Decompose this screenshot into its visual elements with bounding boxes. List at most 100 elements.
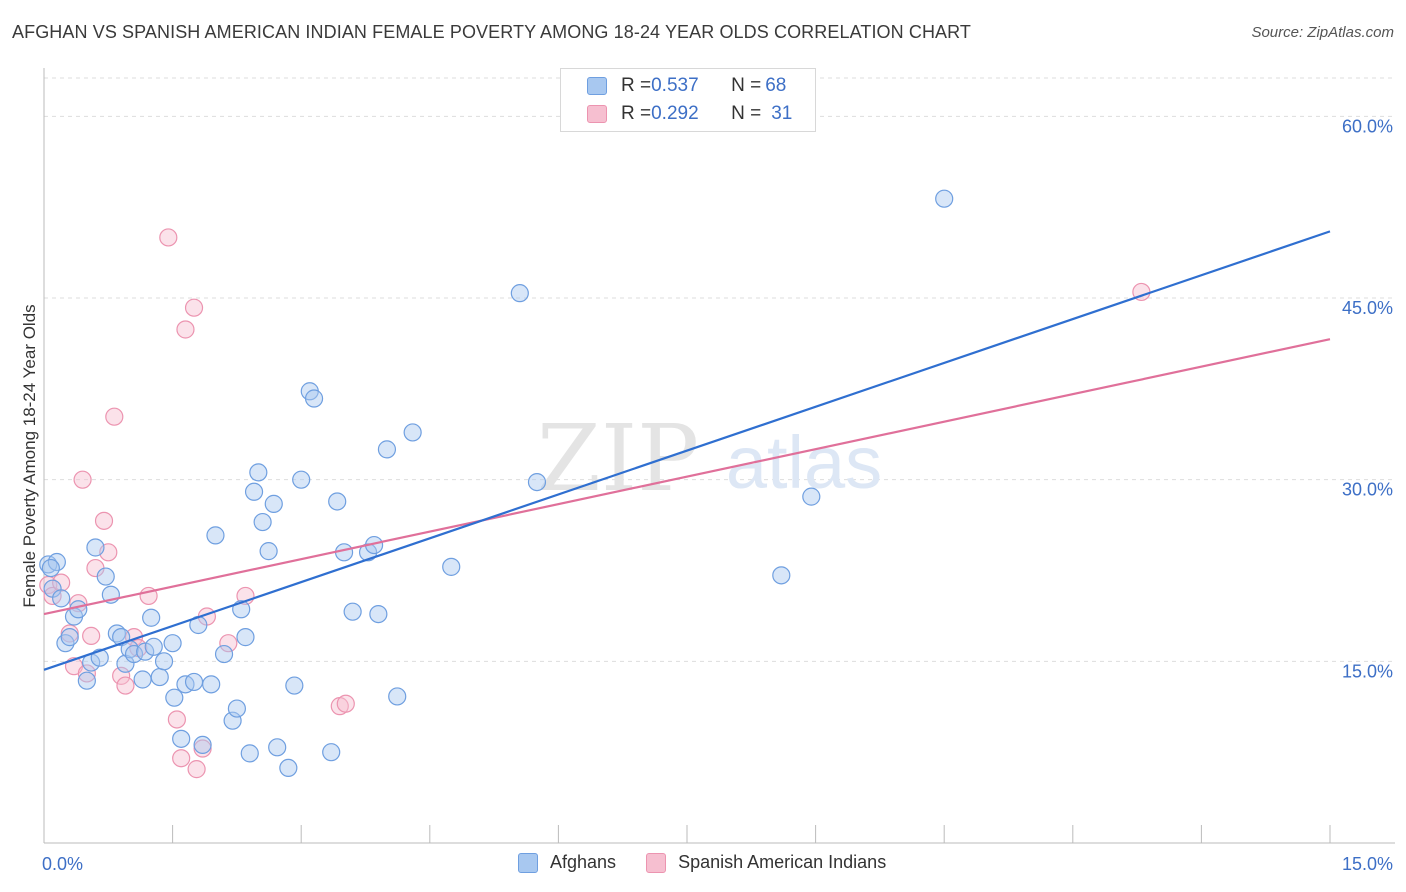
- data-point: [369, 604, 388, 624]
- data-point: [82, 626, 101, 646]
- data-point: [193, 735, 212, 755]
- data-point: [264, 494, 283, 513]
- data-point: [240, 744, 259, 763]
- legend-r-value: 0.292: [651, 103, 699, 124]
- data-point: [244, 482, 264, 501]
- data-point: [527, 472, 547, 492]
- y-axis-label: Female Poverty Among 18-24 Year Olds: [20, 304, 39, 607]
- data-point: [90, 648, 109, 667]
- y-tick-label: 45.0%: [1342, 298, 1393, 318]
- data-point: [77, 664, 96, 683]
- data-point: [304, 389, 324, 408]
- watermark: ZIP atlas: [537, 405, 882, 512]
- watermark-zip: ZIP: [537, 405, 699, 512]
- afghan-trend-line: [43, 230, 1331, 671]
- data-point: [772, 566, 791, 585]
- sai-swatch: [587, 105, 607, 123]
- data-point: [150, 667, 169, 687]
- y-tick-label: 30.0%: [1342, 480, 1393, 500]
- y-tick-label: 60.0%: [1342, 116, 1393, 136]
- data-point: [176, 320, 195, 339]
- legend-row-afghans: R = 0.537 N = 68: [587, 73, 786, 99]
- source-label: Source: ZipAtlas.com: [1251, 24, 1394, 41]
- legend-row-sai: R = 0.292 N = 31: [587, 101, 792, 127]
- x-tick-label: 0.0%: [42, 854, 83, 874]
- data-point: [259, 542, 278, 561]
- data-point: [77, 671, 96, 690]
- data-point: [510, 284, 529, 303]
- data-point: [214, 644, 234, 664]
- data-point: [377, 440, 397, 459]
- data-point: [343, 602, 362, 621]
- legend-r-value: 0.537: [651, 75, 699, 96]
- data-point: [41, 558, 60, 578]
- legend-n-label: N =: [731, 75, 762, 96]
- data-point: [136, 642, 155, 661]
- data-point: [253, 512, 272, 532]
- data-point: [227, 699, 246, 718]
- data-point: [165, 688, 184, 707]
- data-point: [184, 672, 204, 692]
- data-point: [802, 487, 821, 506]
- data-point: [69, 600, 88, 619]
- data-point: [144, 637, 163, 656]
- data-point: [206, 526, 225, 545]
- data-point: [285, 676, 304, 695]
- data-point: [73, 470, 92, 489]
- data-point: [268, 738, 287, 757]
- data-point: [133, 670, 152, 689]
- data-point: [154, 652, 174, 671]
- data-point: [172, 729, 191, 748]
- afghan-swatch: [518, 852, 538, 873]
- legend-label-sai: Spanish American Indians: [678, 852, 887, 872]
- data-point: [187, 760, 206, 779]
- data-point: [935, 189, 954, 208]
- data-point: [52, 589, 71, 608]
- sai-swatch: [646, 852, 667, 873]
- data-point: [236, 628, 255, 647]
- data-point: [96, 567, 115, 586]
- legend-n-value: 31: [771, 103, 793, 124]
- afghan-points: [39, 189, 954, 778]
- data-point: [163, 634, 182, 653]
- legend-item-afghans: Afghans: [518, 852, 616, 873]
- data-point: [388, 687, 407, 706]
- legend-label-afghans: Afghans: [550, 852, 617, 872]
- data-point: [172, 749, 191, 768]
- legend-n-value: 68: [765, 75, 787, 96]
- afghan-swatch: [587, 77, 607, 95]
- data-point: [112, 666, 131, 685]
- data-point: [124, 644, 144, 664]
- data-point: [86, 538, 105, 557]
- data-point: [202, 675, 221, 694]
- data-point: [442, 557, 461, 576]
- data-point: [219, 634, 238, 653]
- legend-r-label: R =: [621, 103, 652, 124]
- data-point: [94, 511, 114, 530]
- legend-item-sai: Spanish American Indians: [646, 852, 886, 873]
- y-tick-label: 15.0%: [1342, 661, 1393, 681]
- x-tick-label: 15.0%: [1342, 854, 1393, 874]
- data-point: [105, 407, 124, 426]
- data-point: [60, 628, 79, 647]
- sai-trend-line: [43, 338, 1331, 616]
- data-point: [167, 710, 186, 729]
- data-point: [279, 758, 298, 778]
- data-point: [142, 608, 161, 627]
- correlation-legend: R = 0.537 N = 68 R = 0.292 N = 31: [560, 68, 816, 132]
- data-point: [328, 492, 347, 511]
- data-point: [223, 711, 242, 730]
- data-point: [116, 676, 135, 695]
- data-point: [336, 694, 355, 713]
- tick-labels: 15.0% 30.0% 45.0% 60.0% 0.0% 15.0%: [42, 116, 1393, 874]
- trend-lines: [43, 230, 1331, 671]
- data-point: [249, 463, 268, 482]
- data-point: [403, 423, 422, 442]
- series-legend: Afghans Spanish American Indians: [518, 852, 916, 873]
- data-point: [184, 298, 204, 317]
- data-point: [292, 470, 311, 489]
- chart-title: AFGHAN VS SPANISH AMERICAN INDIAN FEMALE…: [12, 22, 972, 42]
- axes: [43, 68, 1395, 844]
- data-point: [322, 743, 341, 762]
